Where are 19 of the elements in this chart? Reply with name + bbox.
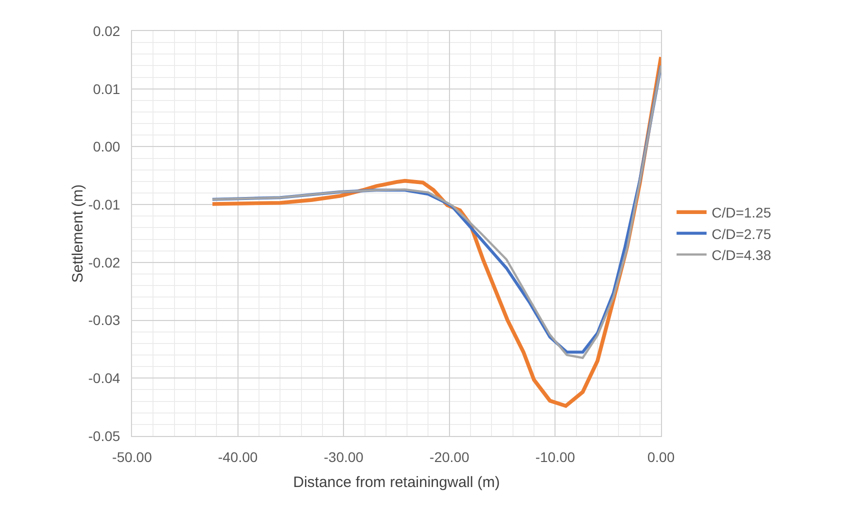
x-axis-title: Distance from retainingwall (m)	[293, 474, 500, 491]
legend-label: C/D=1.25	[712, 204, 772, 221]
y-tick-label: -0.01	[88, 196, 120, 212]
y-tick-label: 0.00	[92, 138, 120, 155]
y-tick-label: -0.05	[88, 428, 120, 444]
y-tick-label: 0.02	[92, 22, 120, 39]
x-tick-label: -40.00	[218, 448, 258, 465]
legend-label: C/D=4.38	[712, 246, 772, 263]
y-tick-label: -0.02	[88, 254, 120, 270]
x-tick-label: -10.00	[535, 448, 576, 465]
x-tick-label: -30.00	[324, 448, 364, 465]
y-tick-label: 0.01	[92, 80, 120, 97]
x-tick-label: 0.00	[647, 448, 675, 465]
x-tick-label: -50.00	[112, 448, 152, 465]
y-tick-label: -0.04	[88, 370, 120, 386]
y-axis-title: Settlement (m)	[69, 184, 86, 283]
legend-label: C/D=2.75	[712, 226, 772, 242]
x-tick-label: -20.00	[430, 448, 470, 465]
y-tick-label: -0.03	[88, 312, 120, 328]
